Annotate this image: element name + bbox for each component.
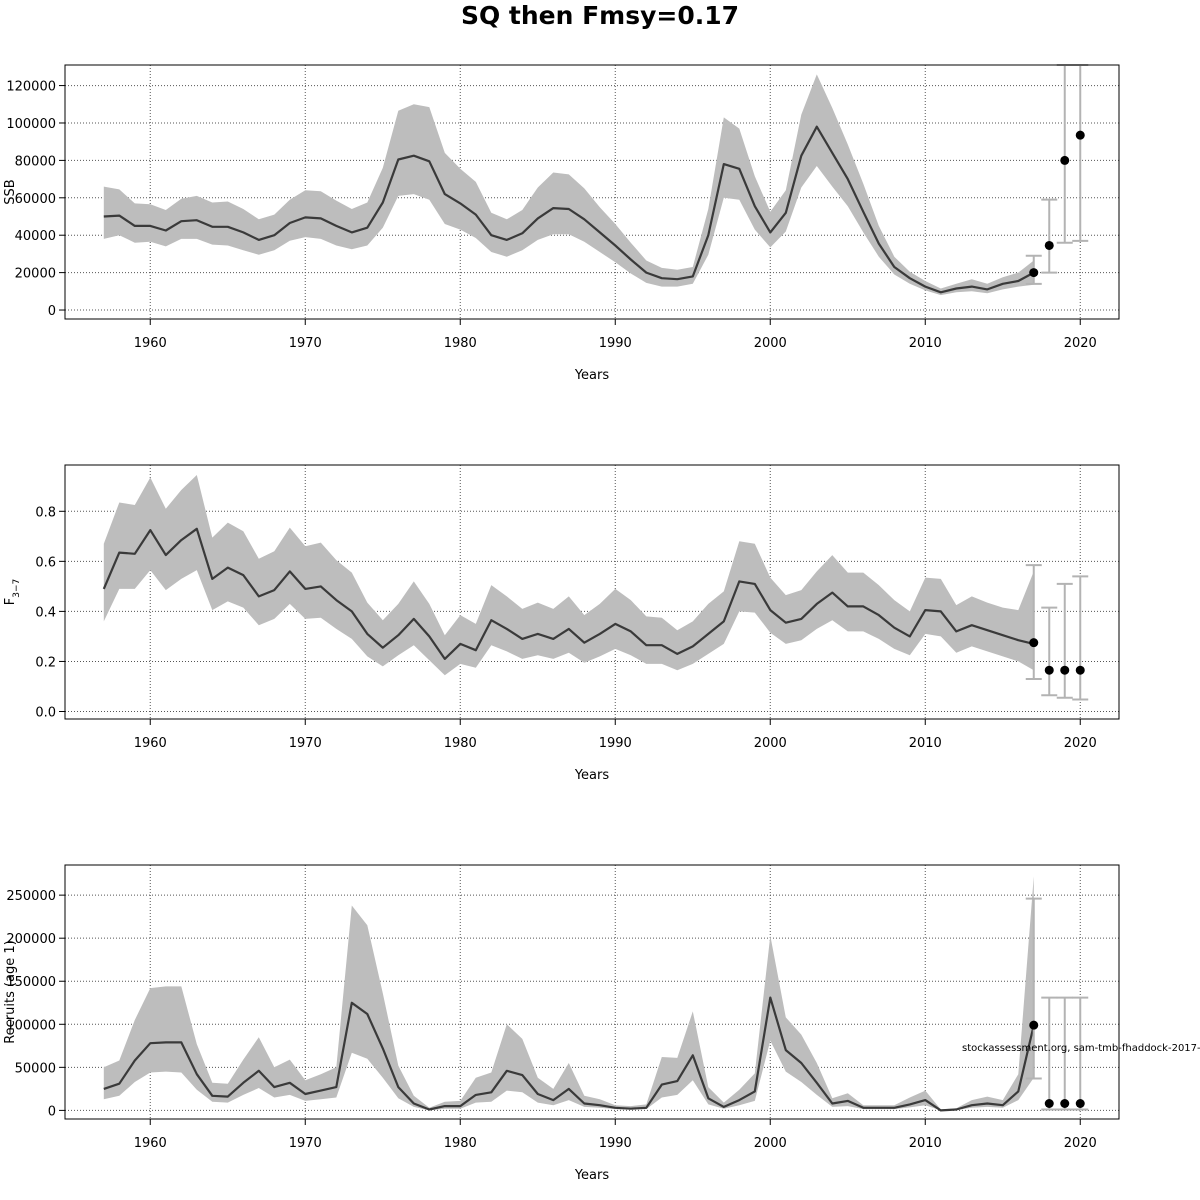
x-tick-label: 1960 <box>134 1136 167 1151</box>
y-tick-label: 120000 <box>6 80 56 95</box>
y-tick-label: 60000 <box>15 192 56 207</box>
chart-panel-3: 1960 1970 1980 1990 2000 2010 2020 0 50000 100000… <box>3 864 1120 1183</box>
y-tick-label: 0.6 <box>35 555 56 570</box>
confidence-band <box>103 74 1034 296</box>
projection-point <box>1044 1099 1054 1109</box>
x-tick-label: 2010 <box>909 1136 942 1151</box>
y-tick-label: 100000 <box>6 117 56 132</box>
confidence-band <box>103 475 1034 676</box>
y-tick-label: 100000 <box>6 1018 56 1033</box>
x-tick-label: 1960 <box>134 736 167 751</box>
y-tick-label: 200000 <box>6 932 56 947</box>
plot-frame <box>64 464 1120 720</box>
x-axis-label: Years <box>574 768 610 783</box>
plot-frame <box>64 64 1120 320</box>
x-tick-label: 2000 <box>754 336 787 351</box>
x-tick-label: 1960 <box>134 336 167 351</box>
x-tick-label: 1980 <box>444 736 477 751</box>
x-tick-label: 1970 <box>289 336 322 351</box>
projection-point <box>1075 1099 1085 1109</box>
x-tick-label: 1980 <box>444 336 477 351</box>
x-tick-label: 2000 <box>754 1136 787 1151</box>
footnote: stockassessment.org, sam-tmb-fhaddock-20… <box>962 1043 1200 1054</box>
projection-point <box>1029 1020 1039 1030</box>
estimate-line <box>103 125 1035 294</box>
y-axis-label: F3−7 <box>3 579 22 605</box>
projection-point <box>1060 155 1070 165</box>
chart-panel-1: 1960 1970 1980 1990 2000 2010 2020 0 20000 40000 6… <box>3 64 1120 383</box>
x-tick-label: 2000 <box>754 736 787 751</box>
confidence-band <box>103 876 1034 1111</box>
x-tick-label: 1990 <box>599 336 632 351</box>
y-axis-label: SSB <box>3 179 18 204</box>
y-tick-label: 40000 <box>15 229 56 244</box>
x-tick-label: 1990 <box>599 736 632 751</box>
y-tick-label: 80000 <box>15 154 56 169</box>
x-tick-label: 2010 <box>909 336 942 351</box>
y-tick-label: 20000 <box>15 267 56 282</box>
projection-point <box>1075 130 1085 140</box>
projection-point <box>1044 665 1054 675</box>
x-tick-label: 2020 <box>1064 736 1097 751</box>
y-tick-label: 0.8 <box>35 505 56 520</box>
x-tick-label: 1970 <box>289 736 322 751</box>
y-tick-label: 0.0 <box>35 705 56 720</box>
plot-frame <box>64 864 1120 1120</box>
projection-point <box>1060 665 1070 675</box>
x-tick-label: 2020 <box>1064 1136 1097 1151</box>
x-tick-label: 2010 <box>909 736 942 751</box>
x-tick-label: 1990 <box>599 1136 632 1151</box>
y-tick-label: 0 <box>48 1104 56 1119</box>
y-axis-label: Recruits (age 1) <box>3 940 18 1044</box>
x-tick-label: 1980 <box>444 1136 477 1151</box>
projection-point <box>1075 665 1085 675</box>
projection-point <box>1029 268 1039 278</box>
estimate-line <box>102 527 1035 660</box>
y-tick-label: 0 <box>48 304 56 319</box>
projection-point <box>1044 240 1054 250</box>
y-tick-label: 50000 <box>15 1061 56 1076</box>
x-axis-label: Years <box>574 1168 610 1183</box>
x-tick-label: 2020 <box>1064 336 1097 351</box>
y-tick-label: 250000 <box>6 889 56 904</box>
x-tick-label: 1970 <box>289 1136 322 1151</box>
x-axis-label: Years <box>574 368 610 383</box>
projection-point <box>1060 1099 1070 1109</box>
y-tick-label: 150000 <box>6 975 56 990</box>
y-tick-label: 0.2 <box>35 655 56 670</box>
chart-title: SQ then Fmsy=0.17 <box>461 1 739 30</box>
y-tick-label: 0.4 <box>35 605 56 620</box>
estimate-line <box>103 996 1035 1112</box>
chart-panel-2: 1960 1970 1980 1990 2000 2010 2020 0.0 0.2 0.4 0.6… <box>3 464 1120 783</box>
projection-point <box>1029 638 1039 648</box>
